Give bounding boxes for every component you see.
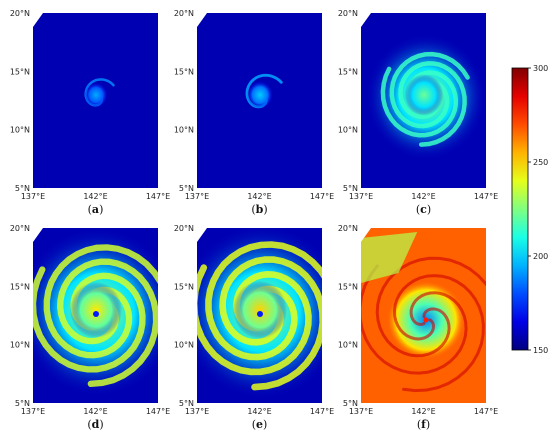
x-tick-label: 147°E (474, 192, 498, 201)
x-tick-label: 147°E (310, 407, 334, 416)
panel-field (33, 228, 158, 397)
y-tick-label: 10°N (338, 341, 358, 350)
panel-label-open: ( (417, 418, 421, 431)
panel-label-open: ( (88, 203, 92, 216)
panel-label: (e) (252, 418, 268, 431)
y-tick-label: 15°N (338, 67, 358, 76)
y-tick-label: 5°N (343, 399, 358, 408)
y-tick-label: 5°N (15, 184, 30, 193)
panel-label: (d) (87, 418, 103, 431)
colorbar: 300 250 200 150 (511, 64, 548, 355)
panel-label-letter: c (420, 203, 427, 216)
panel-label: (b) (251, 203, 267, 216)
panel-label-close: ) (99, 418, 103, 431)
x-tick-label: 142°E (83, 407, 107, 416)
y-tick-label: 10°N (174, 341, 194, 350)
y-tick-label: 20°N (338, 224, 358, 233)
storm-eye (93, 311, 99, 317)
panel-label-close: ) (426, 418, 430, 431)
panel-label-letter: d (92, 418, 100, 431)
x-tick-label: 142°E (83, 192, 107, 201)
y-tick-label: 5°N (343, 184, 358, 193)
panel-label-close: ) (263, 203, 267, 216)
warm-region (361, 232, 418, 283)
y-tick-label: 20°N (10, 224, 30, 233)
y-tick-label: 5°N (179, 184, 194, 193)
panel-field (197, 228, 322, 400)
panel-field (84, 78, 115, 108)
panel-label-open: ( (251, 203, 255, 216)
panel-label-close: ) (427, 203, 431, 216)
x-tick-label: 137°E (185, 192, 209, 201)
storm-core (404, 74, 444, 116)
y-tick-label: 10°N (10, 126, 30, 135)
colorbar-tick-label: 150 (533, 346, 548, 355)
colorbar-tick-label: 300 (533, 64, 548, 73)
y-tick-label: 15°N (174, 67, 194, 76)
x-tick-label: 137°E (349, 192, 373, 201)
y-tick-label: 20°N (338, 9, 358, 18)
x-tick-label: 142°E (247, 192, 271, 201)
spiral-band (392, 274, 485, 393)
y-tick-label: 10°N (174, 126, 194, 135)
y-tick-label: 15°N (10, 67, 30, 76)
x-tick-label: 142°E (411, 407, 435, 416)
panel-label-open: ( (87, 418, 91, 431)
spiral-band (361, 264, 468, 375)
spiral-band (375, 256, 486, 358)
x-tick-label: 147°E (474, 407, 498, 416)
panel-label-close: ) (263, 418, 267, 431)
panel-label-letter: f (421, 418, 427, 431)
y-tick-label: 10°N (338, 126, 358, 135)
panel-label-letter: b (256, 203, 264, 216)
y-tick-label: 20°N (10, 9, 30, 18)
x-tick-label: 147°E (146, 407, 170, 416)
panel-label-letter: e (256, 418, 263, 431)
x-tick-label: 137°E (185, 407, 209, 416)
panel-label: (c) (416, 203, 431, 216)
y-tick-label: 5°N (15, 399, 30, 408)
x-tick-label: 137°E (21, 407, 45, 416)
panel-label-letter: a (92, 203, 99, 216)
x-tick-label: 147°E (146, 192, 170, 201)
panel-label: (f) (417, 418, 430, 431)
colorbar-gradient (511, 67, 529, 351)
x-tick-label: 147°E (310, 192, 334, 201)
x-tick-label: 142°E (411, 192, 435, 201)
storm-core (84, 82, 108, 108)
y-tick-label: 15°N (10, 282, 30, 291)
panel-label-close: ) (99, 203, 103, 216)
colorbar-tick-label: 200 (533, 252, 548, 261)
y-tick-label: 10°N (10, 341, 30, 350)
storm-eye (257, 311, 263, 317)
y-tick-label: 20°N (174, 9, 194, 18)
panel-label-open: ( (416, 203, 420, 216)
y-tick-label: 5°N (179, 399, 194, 408)
panel-field (361, 232, 486, 393)
storm-core (247, 81, 273, 109)
storm-core (232, 280, 288, 340)
colorbar-ticks: 300 250 200 150 (528, 64, 548, 355)
panel-label-open: ( (252, 418, 256, 431)
x-tick-label: 137°E (21, 192, 45, 201)
storm-core (69, 281, 123, 339)
y-tick-label: 20°N (174, 224, 194, 233)
panel-field (365, 33, 486, 161)
x-tick-label: 137°E (349, 407, 373, 416)
panel-field (245, 73, 283, 109)
y-tick-label: 15°N (338, 282, 358, 291)
storm-eye (423, 317, 429, 323)
y-tick-label: 15°N (174, 282, 194, 291)
colorbar-tick-label: 250 (533, 158, 548, 167)
panel-label: (a) (88, 203, 104, 216)
x-tick-label: 142°E (247, 407, 271, 416)
